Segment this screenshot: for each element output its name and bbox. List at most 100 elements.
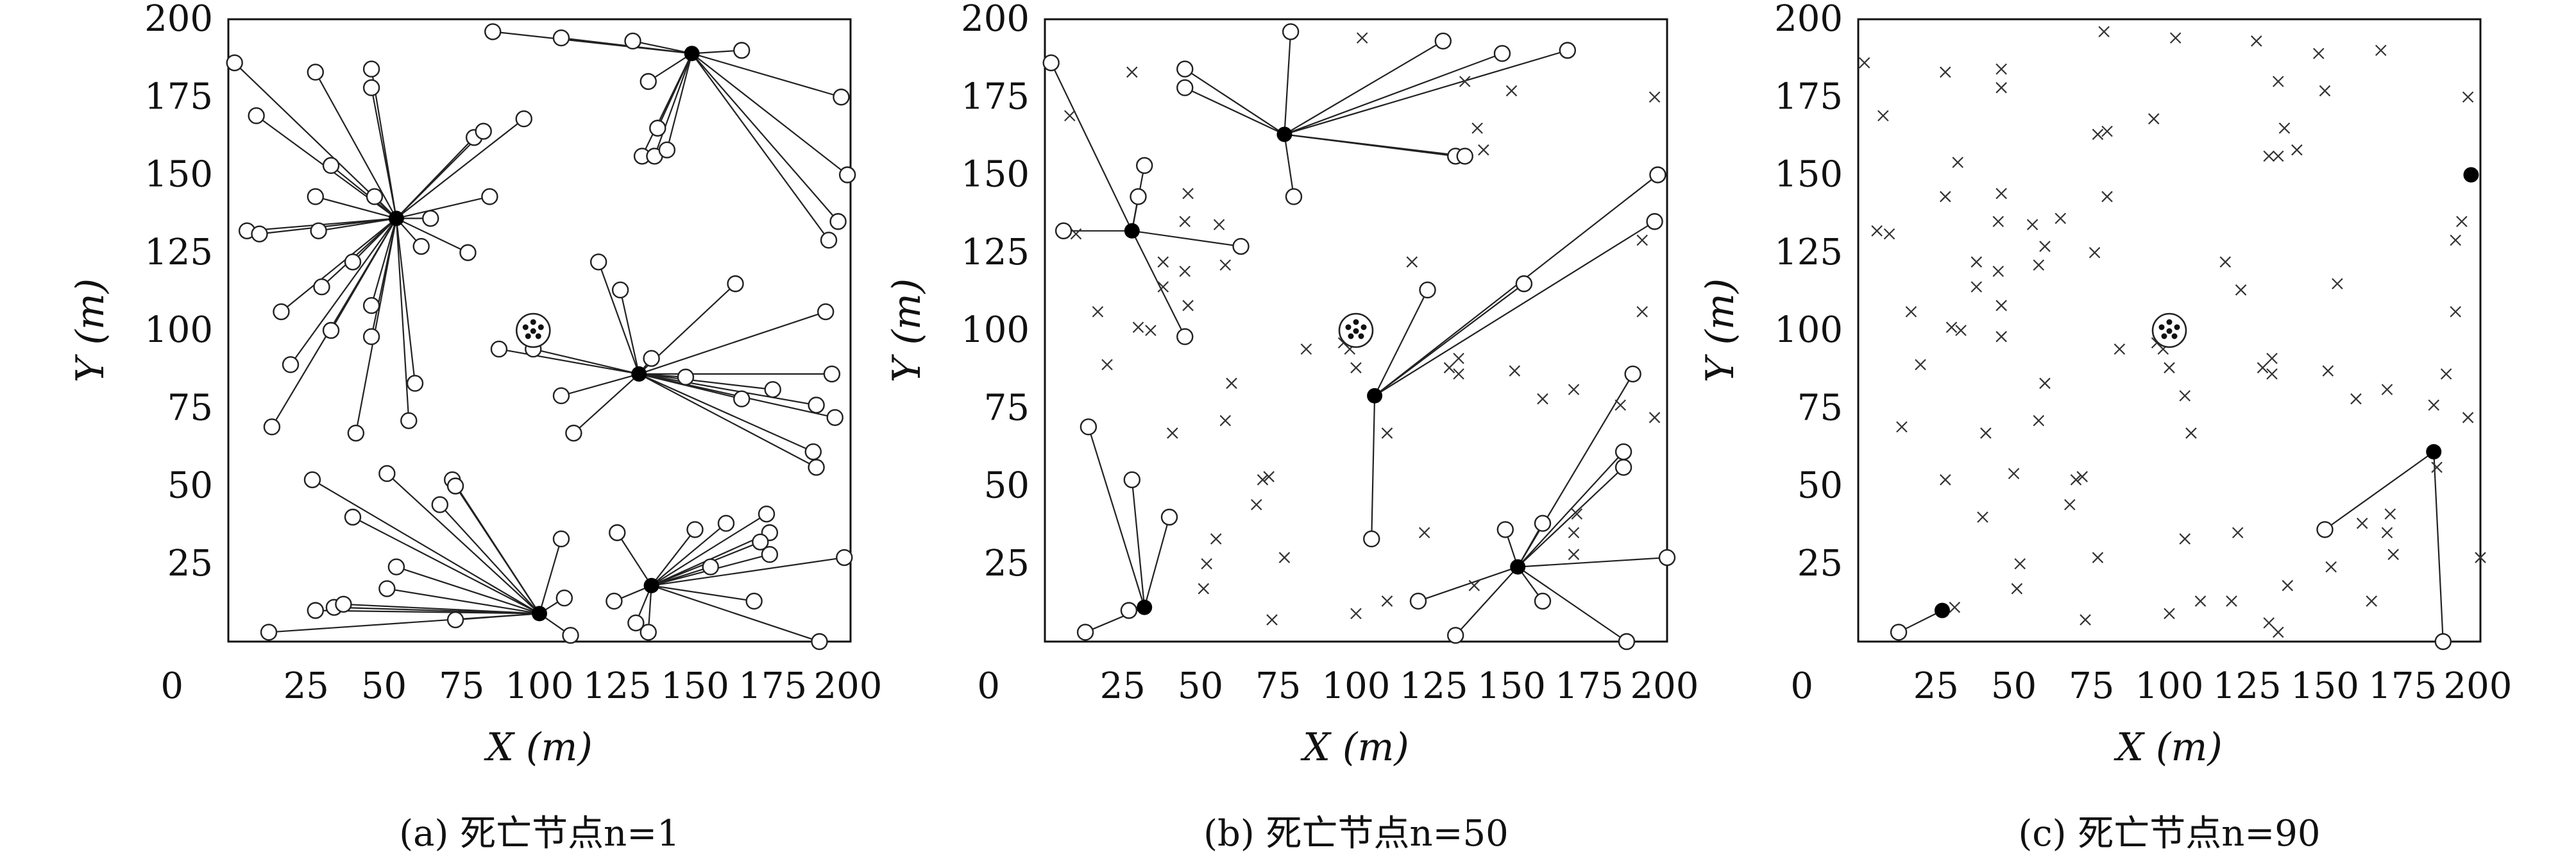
alive-node-marker [1176, 79, 1194, 96]
x-tick-label: 75 [1255, 665, 1301, 707]
cluster-head-marker [1124, 223, 1140, 239]
y-tick-label: 125 [961, 232, 1030, 273]
alive-node-marker [335, 595, 352, 613]
cluster-link [1418, 566, 1518, 602]
alive-node-marker [552, 387, 570, 405]
dead-node-marker [2101, 191, 2113, 203]
dead-node-marker [2375, 44, 2387, 56]
cluster-link [638, 373, 817, 468]
cluster-link [1087, 427, 1146, 608]
dead-node-marker [2008, 468, 2020, 479]
cluster-link [498, 348, 640, 375]
alive-node-marker [717, 515, 735, 532]
dead-node-marker [1101, 359, 1113, 371]
cluster-link [620, 289, 640, 375]
x-tick-label: 0 [160, 665, 183, 707]
alive-node-marker [387, 558, 405, 575]
alive-node-marker [552, 530, 570, 548]
dead-node-marker [1858, 57, 1870, 69]
x-axis-label: X (m) [2114, 725, 2223, 770]
cluster-link [1131, 479, 1146, 608]
dead-node-marker [2263, 617, 2275, 629]
dead-node-marker [1940, 191, 1951, 203]
alive-node-marker [808, 396, 825, 414]
cluster-link [691, 53, 842, 98]
cluster-link [312, 479, 540, 615]
dead-node-marker [2384, 508, 2396, 520]
dead-node-marker [2431, 461, 2443, 473]
dead-node-marker [2440, 368, 2452, 380]
cluster-link [1284, 53, 1503, 135]
alive-node-marker [400, 412, 418, 429]
alive-node-marker [1076, 624, 1094, 641]
alive-node-marker [808, 459, 825, 476]
sink-dot [525, 333, 531, 339]
dead-node-marker [2291, 144, 2303, 156]
sink-dot [1358, 333, 1364, 339]
alive-node-marker [552, 29, 570, 47]
dead-node-marker [2080, 614, 2091, 626]
dead-node-marker [2114, 343, 2126, 355]
x-axis-label: X (m) [1300, 725, 1409, 770]
dead-node-marker [1509, 365, 1521, 377]
cluster-link [352, 516, 540, 615]
x-axis-label: X (m) [484, 725, 593, 770]
cluster-link [396, 130, 484, 219]
cluster-link [2324, 451, 2434, 531]
alive-node-marker [611, 281, 629, 299]
alive-node-marker [260, 624, 278, 641]
cluster-link [573, 373, 640, 434]
dead-node-marker [2313, 47, 2325, 60]
cluster-link [638, 373, 814, 453]
dead-node-marker [1992, 266, 2004, 277]
alive-node-marker [475, 123, 492, 140]
dead-node-marker [2026, 219, 2038, 230]
alive-node-marker [362, 297, 380, 314]
dead-node-marker [1179, 266, 1191, 277]
y-tick-label: 75 [1797, 387, 1843, 429]
x-tick-label: 75 [2069, 665, 2114, 707]
alive-node-marker [344, 508, 362, 526]
dead-node-marker [1915, 359, 1926, 371]
x-tick-label: 100 [2135, 665, 2204, 707]
dead-node-marker [2456, 216, 2468, 228]
alive-node-marker [1285, 188, 1303, 205]
alive-node-marker [490, 340, 508, 358]
x-tick-label: 150 [661, 665, 729, 707]
alive-node-marker [484, 23, 502, 40]
dead-node-marker [1453, 368, 1464, 380]
dead-node-marker [1996, 187, 2007, 200]
dead-node-marker [1266, 614, 1278, 626]
y-tick-label: 200 [144, 0, 213, 40]
cluster-link [1131, 230, 1186, 337]
dead-node-marker [2450, 306, 2461, 318]
cluster-link [651, 556, 845, 586]
alive-node-marker [752, 533, 769, 550]
alive-node-marker [344, 253, 362, 271]
y-tick-label: 150 [144, 154, 213, 196]
dead-node-marker [1257, 474, 1269, 486]
x-tick-label: 150 [2291, 665, 2359, 707]
alive-node-marker [322, 321, 340, 339]
dead-node-marker [2014, 558, 2026, 570]
y-tick-label: 125 [144, 232, 213, 273]
alive-node-marker [1614, 459, 1632, 476]
alive-node-marker [422, 210, 439, 227]
sink-dot [2166, 319, 2173, 325]
alive-node-marker [555, 589, 573, 607]
dead-node-marker [1064, 110, 1076, 122]
y-tick-label: 150 [961, 154, 1030, 196]
dead-node-marker [2319, 85, 2331, 97]
alive-node-marker [1646, 213, 1663, 230]
y-tick-label: 150 [1774, 154, 1843, 196]
cluster-link [290, 217, 397, 365]
cluster-head-marker [1510, 559, 1526, 575]
x-tick-label: 25 [1100, 665, 1146, 707]
alive-node-marker [378, 580, 396, 597]
alive-node-marker [310, 222, 327, 239]
cluster-link [538, 538, 563, 614]
dead-node-marker [1167, 427, 1178, 439]
alive-node-marker [273, 303, 290, 321]
sink-dot [2166, 328, 2173, 334]
plot-frame [1044, 18, 1668, 643]
